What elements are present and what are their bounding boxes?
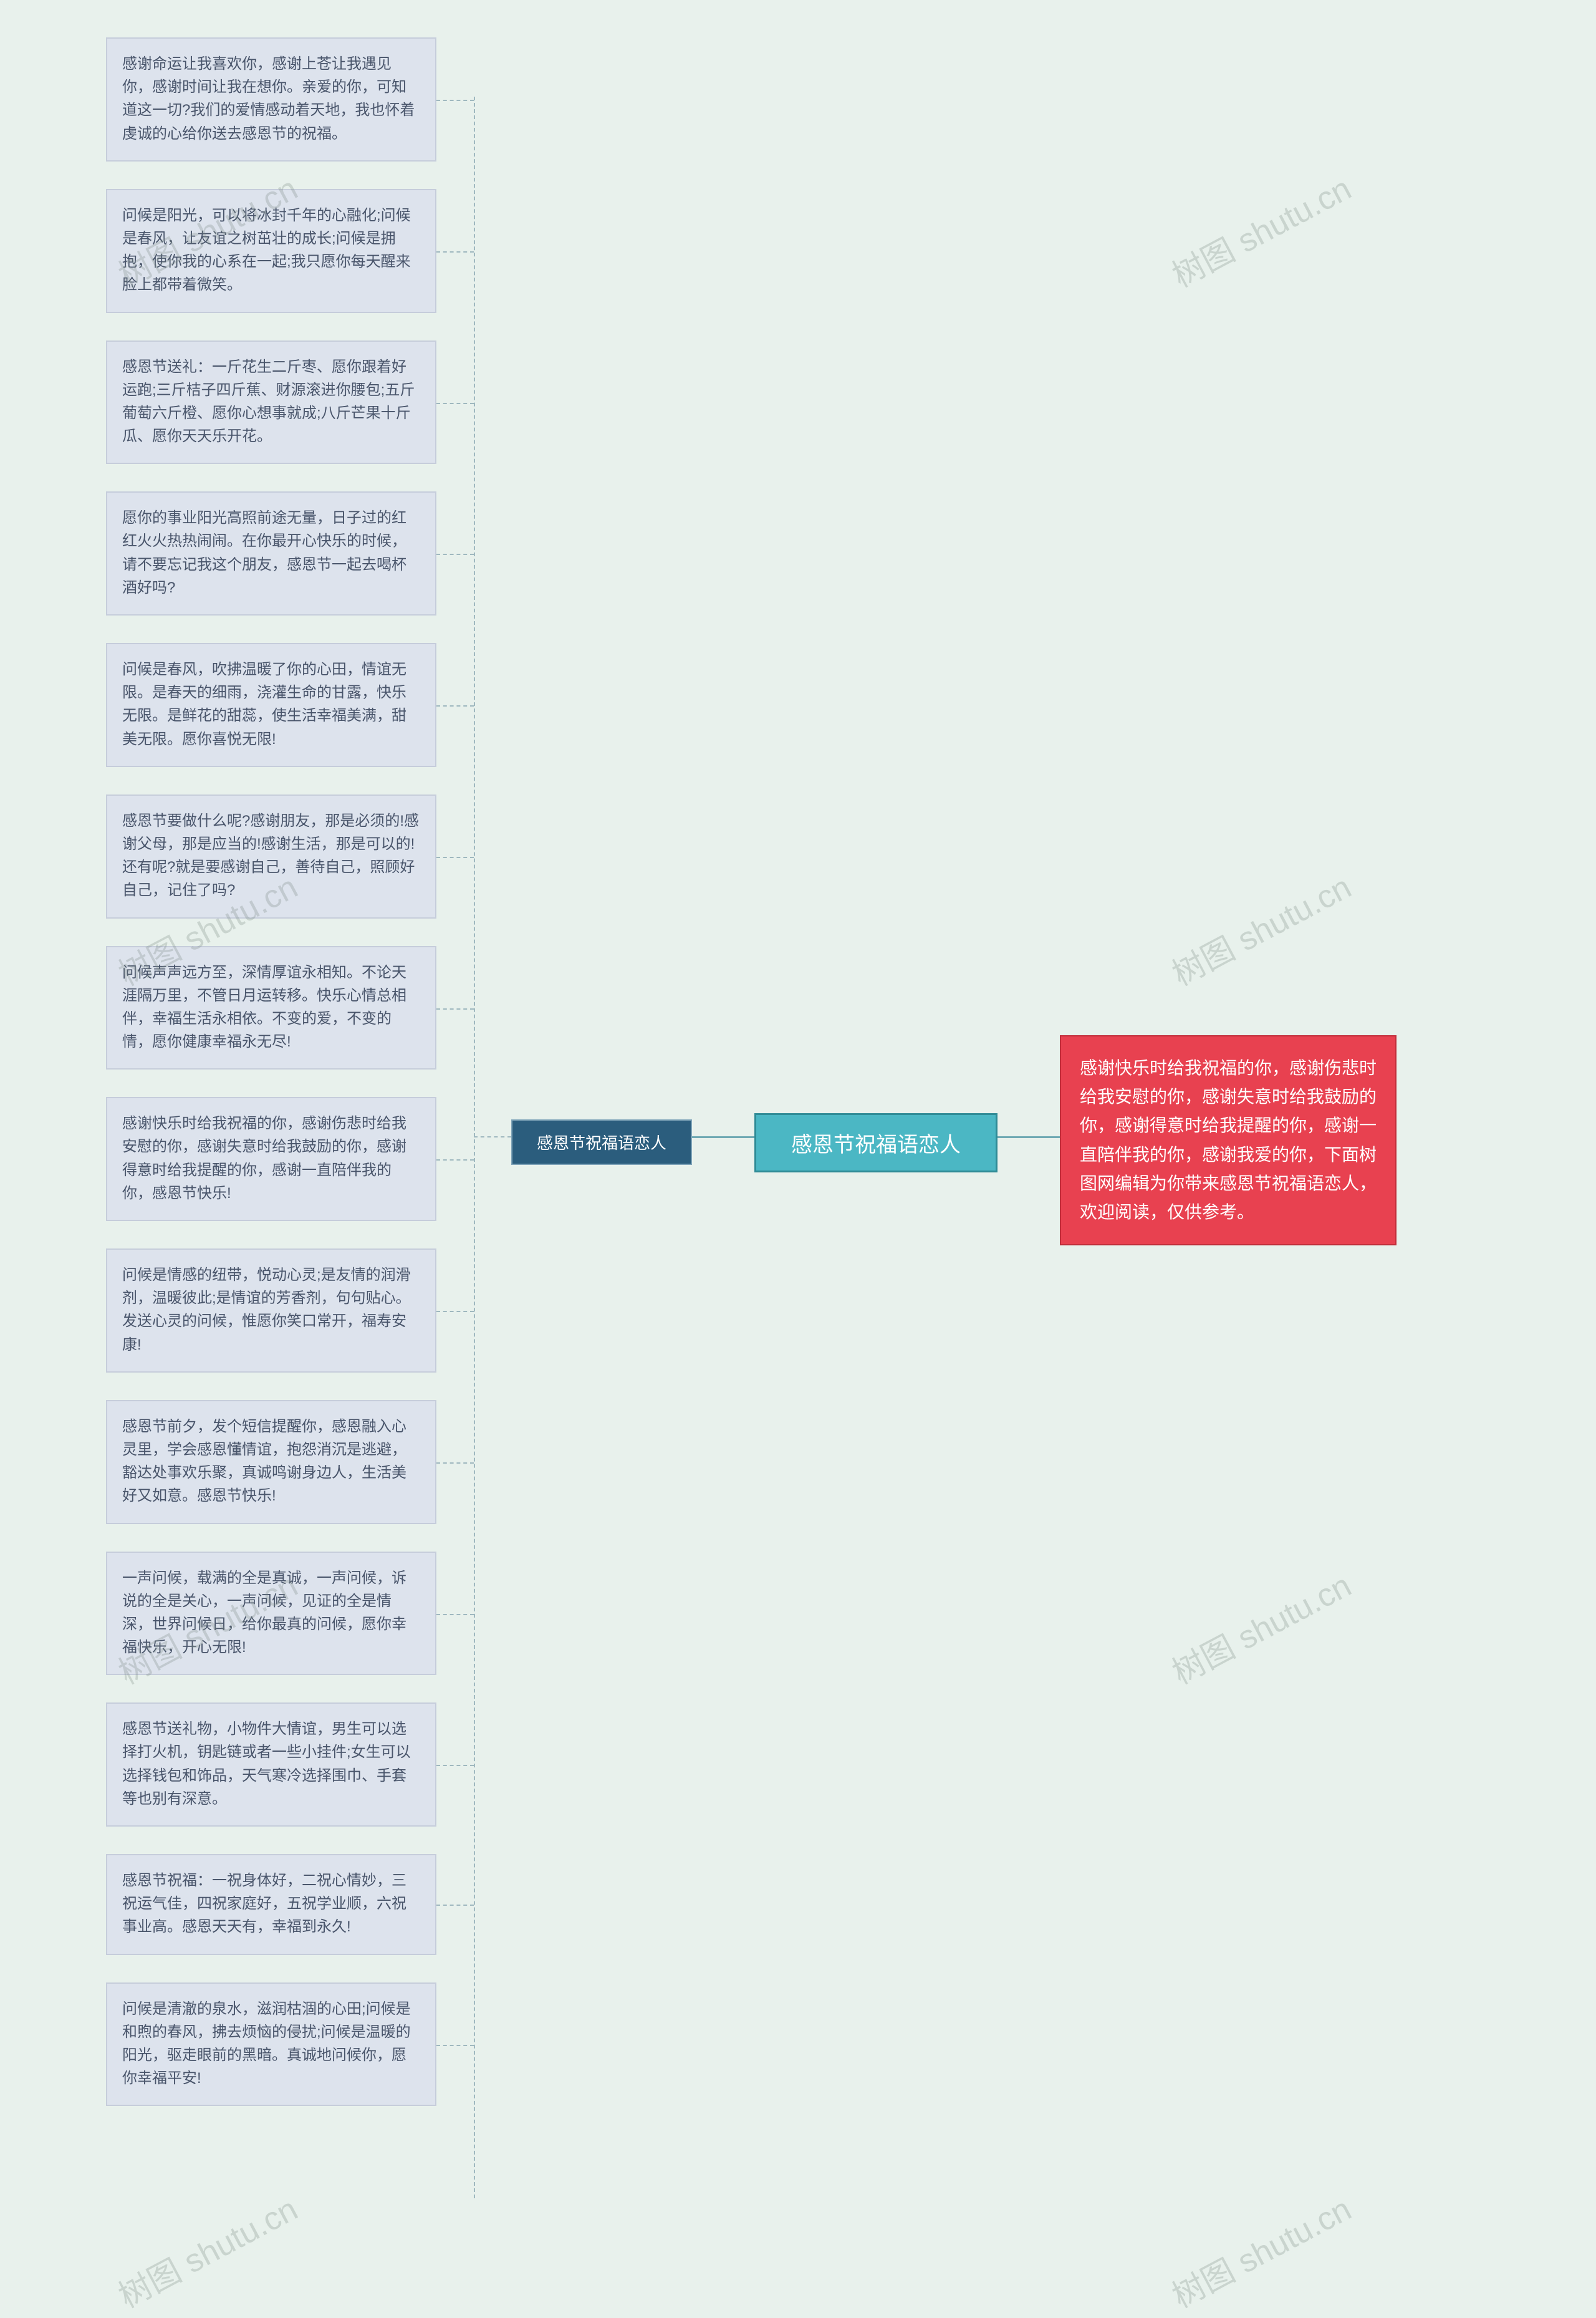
connector-root-to-desc xyxy=(998,1136,1060,1138)
message-card: 问候声声远方至，深情厚谊永相知。不论天涯隔万里，不管日月运转移。快乐心情总相伴，… xyxy=(106,946,436,1070)
watermark: 树图 shutu.cn xyxy=(1163,861,1358,995)
sub-node[interactable]: 感恩节祝福语恋人 xyxy=(511,1119,692,1165)
connector-sub-to-root xyxy=(692,1136,754,1138)
root-node[interactable]: 感恩节祝福语恋人 xyxy=(754,1113,998,1172)
message-card: 问候是清澈的泉水，滋润枯涸的心田;问候是和煦的春风，拂去烦恼的侵扰;问候是温暖的… xyxy=(106,1982,436,2107)
message-card: 感恩节要做什么呢?感谢朋友，那是必须的!感谢父母，那是应当的!感谢生活，那是可以… xyxy=(106,794,436,919)
message-card: 一声问候，载满的全是真诚，一声问候，诉说的全是关心，一声问候，见证的全是情深，世… xyxy=(106,1552,436,1676)
connector-card-branch xyxy=(436,251,474,253)
description-node: 感谢快乐时给我祝福的你，感谢伤悲时给我安慰的你，感谢失意时给我鼓励的你，感谢得意… xyxy=(1060,1035,1396,1245)
message-card: 感谢快乐时给我祝福的你，感谢伤悲时给我安慰的你，感谢失意时给我鼓励的你，感谢得意… xyxy=(106,1097,436,1221)
connector-card-branch xyxy=(436,1311,474,1312)
watermark: 树图 shutu.cn xyxy=(1163,1560,1358,1693)
connector-card-branch xyxy=(436,554,474,555)
message-card: 感谢命运让我喜欢你，感谢上苍让我遇见你，感谢时间让我在想你。亲爱的你，可知道这一… xyxy=(106,37,436,162)
watermark: 树图 shutu.cn xyxy=(1163,163,1358,296)
message-card: 问候是春风，吹拂温暖了你的心田，情谊无限。是春天的细雨，浇灌生命的甘露，快乐无限… xyxy=(106,643,436,767)
connector-card-branch xyxy=(436,1462,474,1464)
connector-card-branch xyxy=(436,1765,474,1766)
connector-card-branch xyxy=(436,1905,474,1906)
message-card: 感恩节送礼：一斤花生二斤枣、愿你跟着好运跑;三斤桔子四斤蕉、财源滚进你腰包;五斤… xyxy=(106,340,436,465)
message-card: 问候是阳光，可以将冰封千年的心融化;问候是春风，让友谊之树茁壮的成长;问候是拥抱… xyxy=(106,189,436,313)
connector-card-branch xyxy=(436,1008,474,1010)
message-card: 感恩节送礼物，小物件大情谊，男生可以选择打火机，钥匙链或者一些小挂件;女生可以选… xyxy=(106,1702,436,1827)
watermark: 树图 shutu.cn xyxy=(1163,2183,1358,2317)
message-card: 问候是情感的纽带，悦动心灵;是友情的润滑剂，温暖彼此;是情谊的芳香剂，句句贴心。… xyxy=(106,1248,436,1373)
connector-card-branch xyxy=(436,857,474,858)
message-card: 感恩节祝福：一祝身体好，二祝心情妙，三祝运气佳，四祝家庭好，五祝学业顺，六祝事业… xyxy=(106,1854,436,1955)
connector-trunk-to-sub xyxy=(474,1136,511,1137)
watermark: 树图 shutu.cn xyxy=(109,2183,304,2317)
connector-card-branch xyxy=(436,705,474,707)
left-card-column: 感谢命运让我喜欢你，感谢上苍让我遇见你，感谢时间让我在想你。亲爱的你，可知道这一… xyxy=(106,37,436,2106)
connector-card-branch xyxy=(436,1159,474,1161)
connector-card-branch xyxy=(436,100,474,101)
message-card: 感恩节前夕，发个短信提醒你，感恩融入心灵里，学会感恩懂情谊，抱怨消沉是逃避，豁达… xyxy=(106,1400,436,1524)
connector-card-branch xyxy=(436,2045,474,2046)
connector-card-branch xyxy=(436,403,474,404)
message-card: 愿你的事业阳光高照前途无量，日子过的红红火火热热闹闹。在你最开心快乐的时候，请不… xyxy=(106,491,436,616)
connector-trunk xyxy=(474,97,475,2198)
mindmap-canvas: 感谢命运让我喜欢你，感谢上苍让我遇见你，感谢时间让我在想你。亲爱的你，可知道这一… xyxy=(0,0,1596,2318)
connector-card-branch xyxy=(436,1614,474,1615)
